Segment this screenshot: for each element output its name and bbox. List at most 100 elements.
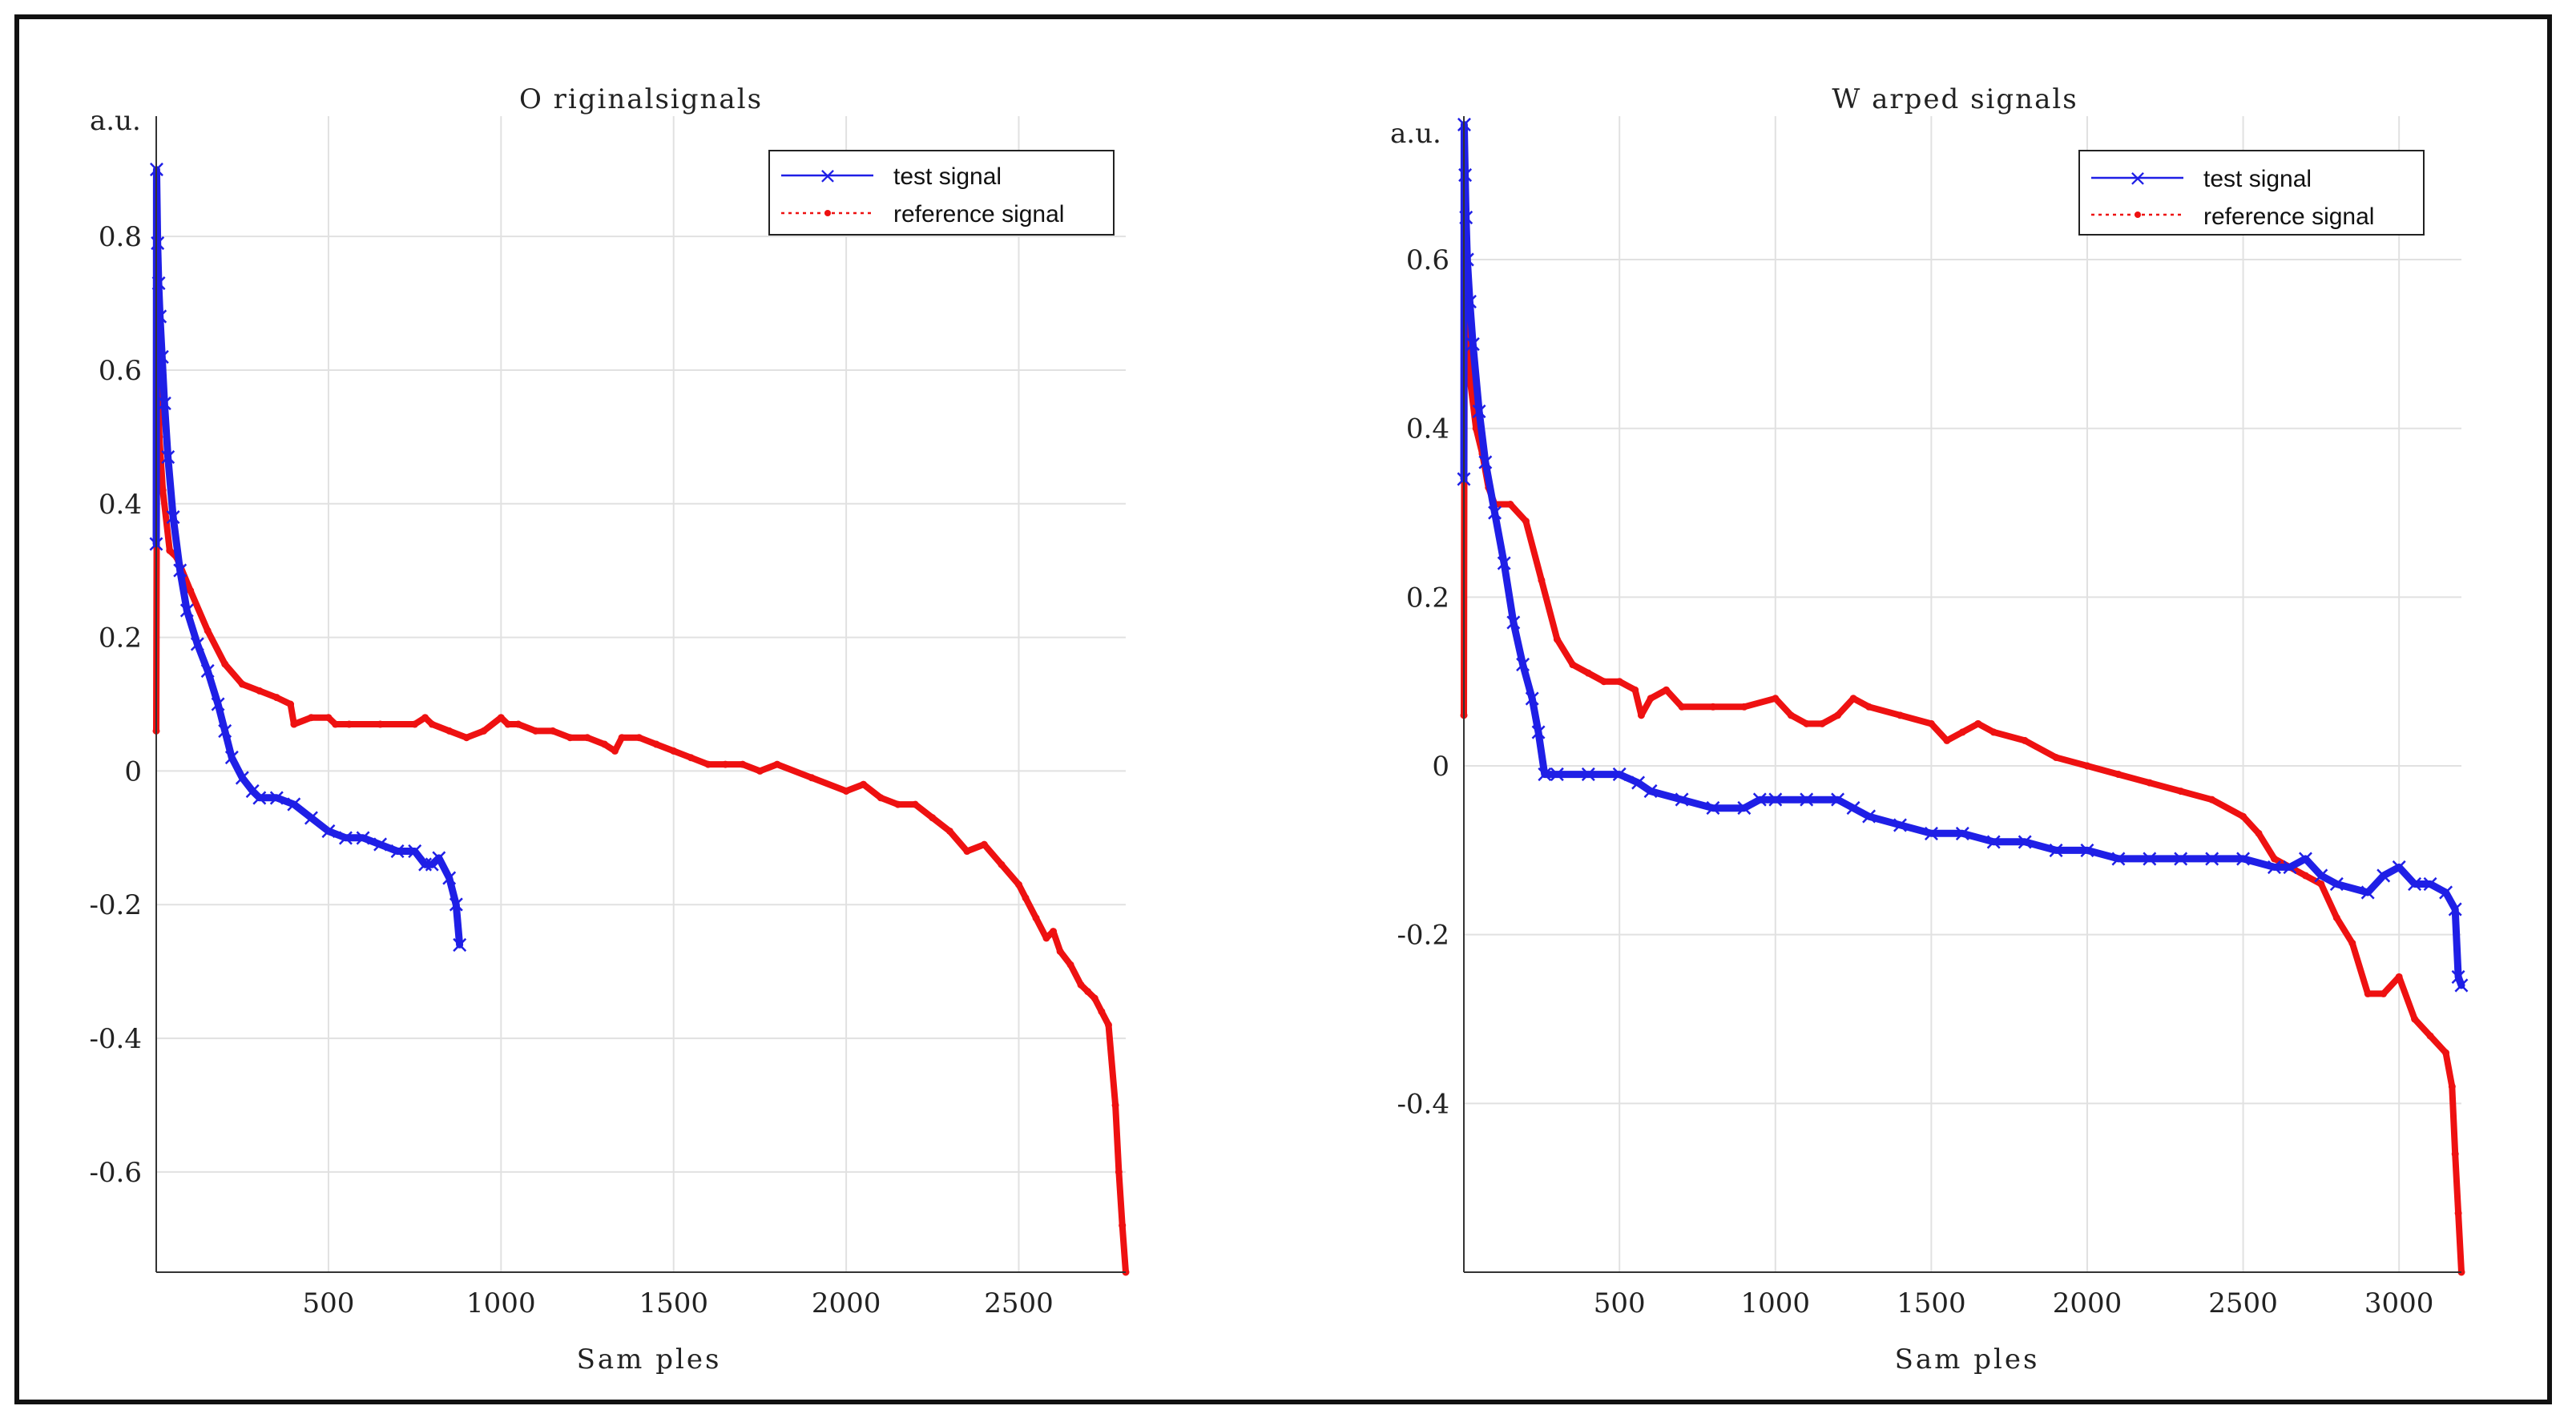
warped-test-signal-point: × bbox=[1641, 777, 1661, 805]
original-reference-signal-point bbox=[159, 486, 167, 494]
original-test-signal-point: × bbox=[215, 717, 235, 745]
original-reference-signal-point bbox=[1090, 994, 1099, 1002]
warped-test-signal-point: × bbox=[1796, 786, 1816, 814]
warped-reference-signal-point bbox=[2301, 872, 2309, 880]
warped-reference-signal-point bbox=[1989, 728, 1998, 736]
warped-reference-signal-point bbox=[2239, 812, 2247, 820]
original-signals-panel: ×××××××××××××××××××××××××××××××××× 500 10… bbox=[89, 83, 1130, 1376]
warped-test-signal-point: × bbox=[2264, 853, 2284, 881]
original-test-signal-point: × bbox=[187, 630, 208, 658]
original-reference-signal-point bbox=[1077, 981, 1085, 989]
original-reference-signal-point bbox=[583, 734, 591, 742]
warped-test-signal-point: × bbox=[1921, 820, 1941, 848]
warped-reference-signal-point bbox=[1647, 695, 1655, 703]
original-test-signal-point: × bbox=[301, 804, 321, 832]
original-test-signal-point: × bbox=[318, 817, 338, 845]
warped-reference-signal-point bbox=[2317, 880, 2325, 888]
original-test-signal-point: × bbox=[388, 837, 408, 865]
original-reference-signal-point bbox=[945, 827, 953, 835]
original-reference-signal-point bbox=[307, 714, 315, 722]
warped-legend-box bbox=[2078, 150, 2425, 236]
warped-test-signal-point: × bbox=[1628, 769, 1648, 797]
original-reference-signal-point bbox=[377, 720, 385, 728]
original-test-signal-point: × bbox=[249, 784, 269, 812]
warped-test-signal-point: × bbox=[1734, 794, 1754, 822]
warped-reference-signal-point bbox=[1787, 711, 1795, 719]
warped-test-signal-point: × bbox=[1610, 760, 1630, 788]
warped-test-signal-point: × bbox=[1463, 330, 1483, 358]
original-reference-signal-point bbox=[480, 727, 488, 735]
warped-reference-signal-point bbox=[2395, 973, 2403, 981]
warped-test-signal-point: × bbox=[2451, 971, 2471, 999]
warped-test-signal-point: × bbox=[2046, 836, 2066, 864]
original-ytick-label: -0.4 bbox=[89, 1023, 142, 1055]
original-legend-box bbox=[768, 150, 1115, 236]
warped-ylabel: a.u. bbox=[1390, 118, 1441, 150]
warped-tick-labels: 500 1000 1500 2000 2500 3000 -0.4 -0.2 0 0.2 0.4 0.… bbox=[1397, 244, 2433, 1319]
warped-test-signal-point: × bbox=[2311, 861, 2331, 889]
original-reference-signal-point bbox=[1014, 880, 1022, 888]
warped-test-signal-point: × bbox=[1456, 203, 1476, 232]
original-test-signal-point: × bbox=[439, 864, 459, 892]
warped-reference-signal-point bbox=[2451, 1150, 2459, 1158]
warped-test-signal-point: × bbox=[1528, 718, 1548, 746]
warped-reference-signal-point bbox=[2380, 989, 2388, 997]
warped-test-signal-point: × bbox=[1469, 397, 1489, 425]
original-grid bbox=[156, 116, 1126, 1272]
warped-test-signal-point: × bbox=[2139, 844, 2159, 872]
original-legend: × test signal reference signal bbox=[768, 150, 1115, 236]
original-ylabel: a.u. bbox=[90, 105, 141, 137]
warped-reference-signal-point bbox=[2177, 788, 2185, 796]
warped-grid bbox=[1464, 116, 2461, 1272]
warped-series: ××××××××××××××××× × ××× × × ××× × ××× × × × × × × × × × ×… bbox=[1453, 111, 2472, 1276]
warped-reference-signal-point bbox=[1637, 711, 1645, 719]
warped-test-signal-point: × bbox=[1534, 760, 1554, 788]
warped-test-signal-point: × bbox=[1953, 820, 1973, 848]
warped-test-signal-point: × bbox=[2171, 844, 2191, 872]
warped-reference-signal-point bbox=[1865, 703, 1873, 711]
warped-reference-signal-point bbox=[1553, 635, 1561, 643]
original-reference-signal-point bbox=[549, 727, 557, 735]
warped-reference-signal-point bbox=[1740, 703, 1748, 711]
warped-ytick-label: 0.2 bbox=[1406, 582, 1449, 614]
warped-legend: × test signal reference signal bbox=[2078, 150, 2425, 236]
warped-reference-signal-point bbox=[1584, 669, 1592, 677]
original-reference-signal-point bbox=[808, 774, 816, 782]
original-reference-signal-point bbox=[345, 720, 353, 728]
original-xtick-label: 2500 bbox=[984, 1287, 1054, 1319]
original-reference-signal-point bbox=[1119, 1222, 1127, 1230]
warped-reference-signal-point bbox=[2146, 779, 2154, 787]
warped-reference-signal-point bbox=[1834, 711, 1842, 719]
warped-reference-signal-point bbox=[1522, 518, 1530, 526]
warped-test-signal-point: × bbox=[1890, 811, 1910, 839]
original-reference-signal-point bbox=[756, 767, 764, 775]
original-ytick-label: 0.2 bbox=[99, 622, 142, 655]
original-reference-signal-point bbox=[1050, 928, 1058, 936]
warped-xtick-label: 3000 bbox=[2364, 1287, 2434, 1319]
original-test-signal-point: × bbox=[177, 597, 197, 625]
warped-xtick-label: 2500 bbox=[2208, 1287, 2278, 1319]
warped-test-signal-point: × bbox=[2436, 879, 2456, 907]
original-reference-signal-point bbox=[980, 840, 988, 848]
original-test-signal-point: × bbox=[147, 229, 167, 257]
original-ytick-label: 0 bbox=[124, 755, 142, 788]
warped-reference-signal-point bbox=[2021, 736, 2029, 744]
warped-reference-signal-point bbox=[1974, 719, 1982, 727]
original-test-signal-point: × bbox=[170, 557, 190, 585]
original-reference-signal-point bbox=[704, 760, 712, 768]
original-test-signal-point: × bbox=[158, 443, 178, 471]
original-series: ×××××××××××××××××××××××××××××××××× bbox=[146, 155, 1130, 1276]
warped-reference-signal-point bbox=[1943, 736, 1951, 744]
original-legend-test-marker: × bbox=[818, 163, 836, 189]
warped-reference-signal-point bbox=[1818, 719, 1826, 727]
original-reference-signal-point bbox=[739, 760, 747, 768]
original-xtick-label: 2000 bbox=[812, 1287, 881, 1319]
original-reference-signal-point bbox=[1104, 1021, 1112, 1029]
original-test-signal-point: × bbox=[405, 837, 425, 865]
original-test-signal-point: × bbox=[163, 503, 183, 531]
warped-xtick-label: 500 bbox=[1594, 1287, 1646, 1319]
warped-reference-signal-point bbox=[1663, 686, 1671, 694]
warped-xtick-label: 1500 bbox=[1897, 1287, 1966, 1319]
original-test-signal-point: × bbox=[449, 931, 470, 959]
original-reference-signal-point bbox=[290, 720, 298, 728]
